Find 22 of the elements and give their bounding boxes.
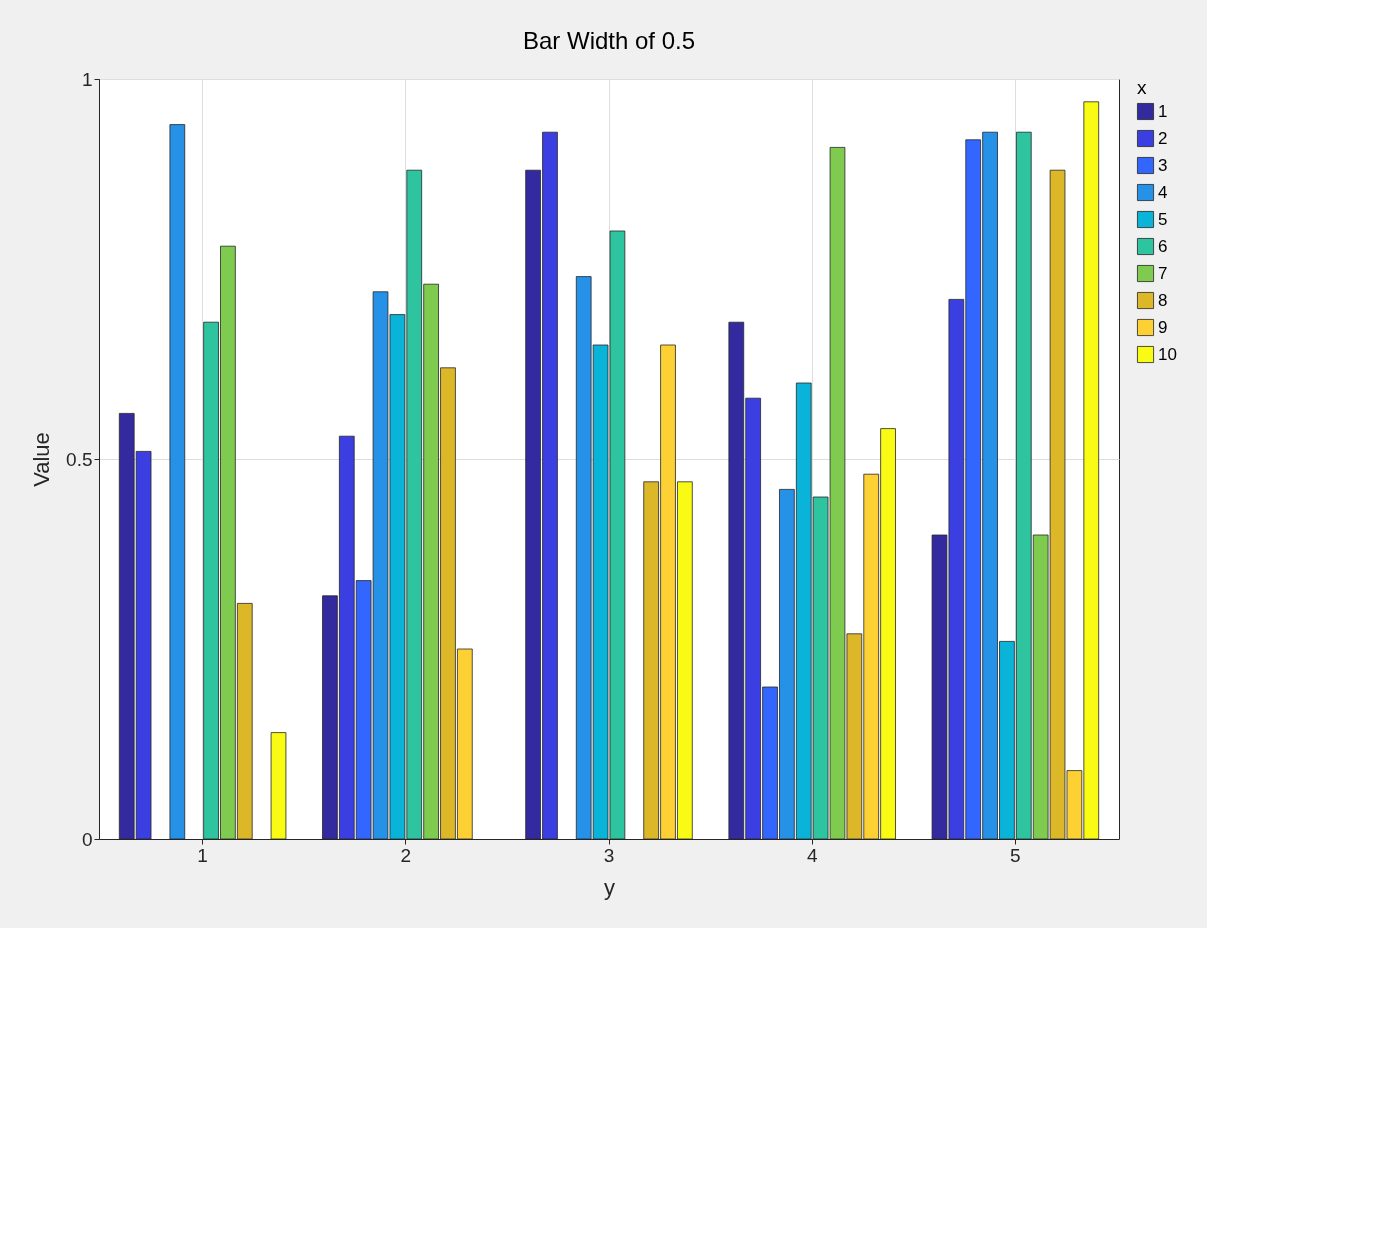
- legend-label: 3: [1158, 155, 1168, 175]
- legend-title: x: [1137, 77, 1147, 98]
- legend-label: 2: [1158, 128, 1168, 148]
- legend-label: 9: [1158, 317, 1168, 337]
- y-tick-label: 0: [81, 828, 93, 850]
- legend-label: 6: [1158, 236, 1168, 256]
- legend-label: 4: [1158, 182, 1168, 202]
- x-tick-label: 3: [603, 844, 615, 866]
- legend-label: 10: [1158, 344, 1177, 364]
- y-tick-label: 0.5: [66, 448, 93, 470]
- y-tick-label: 1: [81, 68, 93, 90]
- x-tick-label: 2: [400, 844, 412, 866]
- x-tick-label: 5: [1010, 844, 1021, 866]
- chart-title: Bar Width of 0.5: [522, 27, 696, 54]
- x-axis-title: y: [604, 874, 615, 900]
- x-tick-label: 4: [806, 844, 818, 866]
- legend-label: 5: [1158, 209, 1168, 229]
- x-tick-label: 1: [197, 844, 208, 866]
- legend-label: 1: [1158, 101, 1168, 121]
- legend-label: 7: [1158, 263, 1168, 283]
- y-axis-title: Value: [29, 432, 55, 487]
- legend-label: 8: [1158, 290, 1168, 310]
